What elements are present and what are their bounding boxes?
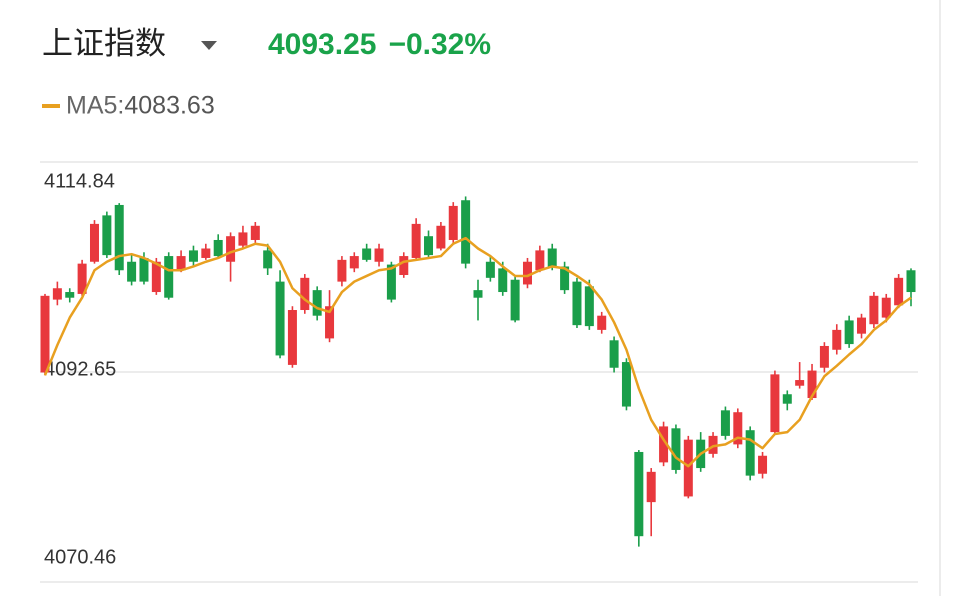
candle-body	[770, 374, 780, 433]
y-tick-label: 4092.65	[44, 358, 116, 380]
candle-body	[448, 205, 458, 240]
candle-body	[52, 288, 62, 300]
candle-body	[164, 256, 174, 298]
candle-body	[547, 248, 557, 267]
candle-body	[795, 380, 805, 386]
candle-body	[139, 257, 149, 282]
candle-body	[201, 248, 211, 258]
ma-line	[43, 236, 912, 468]
candle-body	[300, 277, 310, 311]
candle-body	[621, 362, 631, 407]
candle-body	[263, 250, 273, 269]
candle-body	[498, 268, 508, 293]
candle-body	[894, 277, 904, 306]
candle-body	[65, 292, 75, 298]
y-tick-label: 4114.84	[44, 170, 115, 192]
candle-body	[226, 236, 236, 262]
candle-body	[362, 248, 372, 260]
candle-body	[634, 451, 644, 537]
candle-body	[399, 256, 409, 275]
candle-body	[745, 430, 755, 476]
candle-body	[436, 225, 446, 249]
candle-body	[906, 270, 916, 293]
candle-body	[473, 290, 483, 298]
candle-body	[819, 345, 829, 368]
candle-body	[609, 340, 619, 368]
legend-label: MA5:	[66, 92, 124, 120]
candle-body	[869, 295, 879, 325]
candle-body	[832, 329, 842, 350]
candle-body	[461, 200, 471, 264]
candle-body	[77, 263, 87, 294]
dropdown-arrow[interactable]	[201, 41, 217, 50]
candle-body	[102, 215, 112, 256]
candle-body	[535, 250, 545, 271]
candle-body	[758, 455, 768, 474]
candle-body	[807, 370, 817, 399]
candle-body	[671, 428, 681, 470]
candle-body	[782, 394, 792, 404]
last-price: 4093.25	[268, 28, 376, 61]
candle-body	[572, 281, 582, 326]
candle-body	[89, 223, 99, 262]
candle-body	[485, 261, 495, 278]
candle-body	[312, 290, 322, 316]
candle-body	[238, 232, 248, 246]
candle-body	[510, 279, 520, 321]
candle-body	[287, 310, 297, 365]
candle-body	[720, 410, 730, 436]
candle-body	[349, 256, 359, 269]
candle-body	[881, 297, 891, 318]
price-change: −0.32%	[388, 28, 491, 61]
candle-body	[325, 306, 335, 339]
candle-body	[733, 412, 743, 445]
candle-body	[374, 248, 384, 262]
candle-body	[250, 225, 260, 240]
candle-body	[857, 317, 867, 334]
candle-body	[844, 320, 854, 345]
candle-body	[188, 250, 198, 262]
candle-body	[275, 281, 285, 356]
candle-body	[560, 266, 570, 291]
candle-body	[176, 256, 186, 271]
candle-body	[337, 259, 347, 282]
candle-body	[597, 315, 607, 330]
candle-body	[114, 204, 124, 271]
candle-body	[646, 471, 656, 503]
candle-body	[424, 236, 434, 256]
candle-body	[683, 439, 693, 497]
candle-body	[151, 261, 161, 293]
candle-body	[40, 295, 50, 373]
y-tick-label: 4070.46	[44, 546, 116, 568]
candle-body	[659, 426, 669, 463]
candle-body	[584, 286, 594, 327]
candle-body	[386, 264, 396, 300]
candle-body	[708, 435, 718, 454]
candle-body	[522, 261, 532, 285]
candle-body	[411, 223, 421, 258]
legend-value: 4083.63	[124, 92, 214, 120]
index-name: 上证指数	[42, 26, 166, 61]
candle-body	[213, 239, 223, 257]
candle-body	[127, 261, 137, 282]
